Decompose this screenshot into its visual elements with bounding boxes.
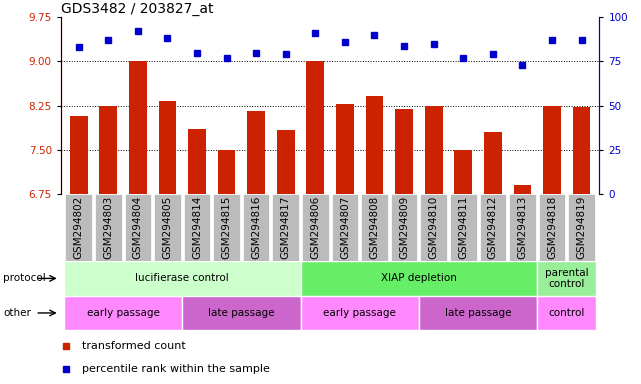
Bar — [395, 109, 413, 384]
Bar — [70, 116, 88, 384]
FancyBboxPatch shape — [301, 296, 419, 330]
Bar — [277, 130, 295, 384]
FancyBboxPatch shape — [124, 194, 151, 261]
FancyBboxPatch shape — [64, 261, 301, 296]
Bar — [306, 61, 324, 384]
FancyBboxPatch shape — [419, 296, 537, 330]
FancyBboxPatch shape — [537, 296, 596, 330]
Bar — [425, 106, 442, 384]
FancyBboxPatch shape — [569, 194, 595, 261]
FancyBboxPatch shape — [331, 194, 358, 261]
Bar — [513, 185, 531, 384]
FancyBboxPatch shape — [184, 194, 210, 261]
Text: GSM294806: GSM294806 — [310, 196, 320, 259]
Text: percentile rank within the sample: percentile rank within the sample — [83, 364, 271, 374]
Text: GSM294804: GSM294804 — [133, 196, 143, 259]
Text: GSM294817: GSM294817 — [281, 196, 291, 259]
Bar — [543, 106, 561, 384]
Bar — [572, 108, 590, 384]
Bar — [336, 104, 354, 384]
FancyBboxPatch shape — [391, 194, 417, 261]
FancyBboxPatch shape — [479, 194, 506, 261]
FancyBboxPatch shape — [272, 194, 299, 261]
Bar — [484, 132, 502, 384]
Bar — [218, 150, 235, 384]
FancyBboxPatch shape — [182, 296, 301, 330]
Text: GSM294816: GSM294816 — [251, 196, 261, 259]
FancyBboxPatch shape — [64, 296, 182, 330]
Text: late passage: late passage — [208, 308, 274, 318]
FancyBboxPatch shape — [420, 194, 447, 261]
Text: GSM294819: GSM294819 — [577, 196, 587, 259]
Text: GSM294803: GSM294803 — [103, 196, 113, 259]
Text: GSM294807: GSM294807 — [340, 196, 350, 259]
FancyBboxPatch shape — [95, 194, 122, 261]
Text: early passage: early passage — [87, 308, 160, 318]
Bar — [454, 150, 472, 384]
Text: GSM294813: GSM294813 — [517, 196, 528, 259]
Text: parental
control: parental control — [545, 268, 588, 289]
FancyBboxPatch shape — [301, 261, 537, 296]
Text: transformed count: transformed count — [83, 341, 186, 351]
Text: GSM294809: GSM294809 — [399, 196, 409, 259]
Bar — [158, 101, 176, 384]
Text: early passage: early passage — [323, 308, 396, 318]
FancyBboxPatch shape — [538, 194, 565, 261]
FancyBboxPatch shape — [65, 194, 92, 261]
Text: GSM294805: GSM294805 — [162, 196, 172, 259]
Text: GSM294802: GSM294802 — [74, 196, 83, 259]
Text: GSM294811: GSM294811 — [458, 196, 468, 259]
Text: GSM294812: GSM294812 — [488, 196, 498, 259]
Bar — [247, 111, 265, 384]
Text: lucifierase control: lucifierase control — [135, 273, 229, 283]
FancyBboxPatch shape — [361, 194, 388, 261]
Text: control: control — [549, 308, 585, 318]
FancyBboxPatch shape — [243, 194, 269, 261]
Text: protocol: protocol — [3, 273, 46, 283]
FancyBboxPatch shape — [537, 261, 596, 296]
Text: GSM294815: GSM294815 — [222, 196, 231, 259]
Bar — [365, 96, 383, 384]
Text: GSM294810: GSM294810 — [429, 196, 438, 259]
FancyBboxPatch shape — [213, 194, 240, 261]
Text: late passage: late passage — [445, 308, 512, 318]
Text: other: other — [3, 308, 31, 318]
FancyBboxPatch shape — [450, 194, 476, 261]
FancyBboxPatch shape — [302, 194, 329, 261]
FancyBboxPatch shape — [154, 194, 181, 261]
Text: GSM294814: GSM294814 — [192, 196, 202, 259]
Text: GSM294818: GSM294818 — [547, 196, 557, 259]
FancyBboxPatch shape — [509, 194, 536, 261]
Bar — [129, 61, 147, 384]
Text: GDS3482 / 203827_at: GDS3482 / 203827_at — [61, 2, 213, 16]
Text: GSM294808: GSM294808 — [369, 196, 379, 259]
Bar — [188, 129, 206, 384]
Bar — [99, 106, 117, 384]
Text: XIAP depletion: XIAP depletion — [381, 273, 457, 283]
